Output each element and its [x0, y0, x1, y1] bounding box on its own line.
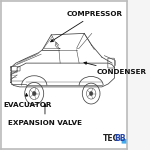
Circle shape	[25, 82, 44, 105]
Text: TEC: TEC	[103, 134, 120, 143]
Text: CONDENSER: CONDENSER	[84, 62, 147, 75]
Text: EXPANSION VALVE: EXPANSION VALVE	[8, 104, 82, 126]
FancyBboxPatch shape	[108, 58, 114, 68]
Circle shape	[89, 92, 93, 96]
Text: BB: BB	[114, 134, 126, 143]
Circle shape	[32, 91, 36, 96]
Circle shape	[86, 88, 96, 99]
Text: EVACUATOR: EVACUATOR	[3, 94, 52, 108]
Circle shape	[29, 88, 39, 99]
Text: COMPRESSOR: COMPRESSOR	[51, 11, 123, 42]
Circle shape	[82, 83, 100, 104]
Text: ■: ■	[121, 138, 127, 143]
FancyBboxPatch shape	[11, 66, 20, 71]
